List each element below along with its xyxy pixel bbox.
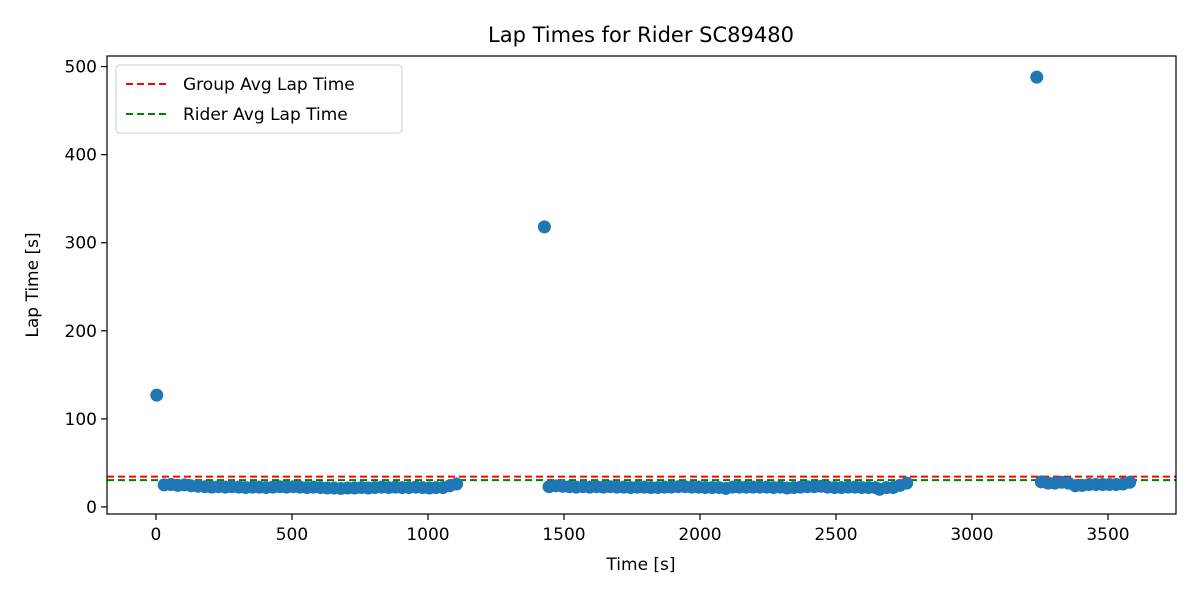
data-points [150, 70, 1137, 496]
lap-time-point [1123, 475, 1137, 489]
x-tick-label: 3500 [1086, 525, 1129, 545]
y-tick-label: 100 [65, 410, 97, 430]
x-axis-label: Time [s] [605, 555, 675, 575]
y-axis-label: Lap Time [s] [23, 232, 43, 337]
x-tick-label: 1000 [406, 525, 449, 545]
legend-label-group-avg: Group Avg Lap Time [183, 75, 355, 95]
x-tick-label: 1500 [542, 525, 585, 545]
y-tick-label: 300 [65, 234, 97, 254]
lap-time-point [900, 476, 914, 490]
x-tick-label: 0 [151, 525, 162, 545]
reference-lines [107, 475, 1176, 482]
plot-frame [106, 55, 1177, 515]
x-tick-label: 500 [276, 525, 308, 545]
chart-title: Lap Times for Rider SC89480 [488, 23, 794, 47]
legend-box [115, 64, 403, 134]
x-tick-label: 2500 [814, 525, 857, 545]
x-axis-ticks: 0 500 1000 1500 2000 2500 3000 3500 [151, 514, 1130, 545]
legend: Group Avg Lap Time Rider Avg Lap Time [115, 64, 403, 134]
y-axis-ticks: 0 100 200 300 400 500 [65, 58, 107, 518]
y-tick-label: 500 [65, 58, 97, 78]
y-tick-label: 0 [86, 498, 97, 518]
lap-time-point [1030, 70, 1044, 84]
x-tick-label: 2000 [678, 525, 721, 545]
legend-label-rider-avg: Rider Avg Lap Time [183, 105, 348, 125]
y-tick-label: 200 [65, 322, 97, 342]
lap-time-point [450, 477, 464, 491]
x-tick-label: 3000 [950, 525, 993, 545]
lap-time-point [150, 388, 164, 402]
y-tick-label: 400 [65, 146, 97, 166]
lap-time-point [537, 220, 551, 234]
